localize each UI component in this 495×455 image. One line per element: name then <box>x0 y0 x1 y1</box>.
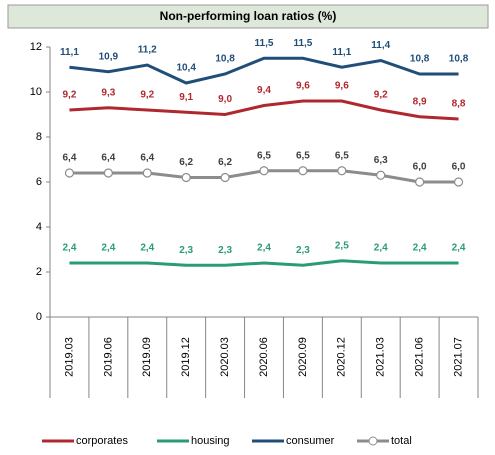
marker <box>103 168 113 178</box>
marker <box>337 166 347 176</box>
data-label: 2,3 <box>218 245 232 256</box>
data-label: 6,4 <box>140 153 154 164</box>
marker <box>142 168 152 178</box>
data-label: 9,6 <box>296 81 310 92</box>
marker <box>298 166 308 176</box>
marker <box>220 172 230 183</box>
data-label: 6,4 <box>63 153 77 164</box>
data-label: 9,2 <box>140 90 154 101</box>
data-label: 11,1 <box>332 47 351 58</box>
data-label: 11,4 <box>371 40 390 51</box>
data-label: 8,8 <box>452 99 466 110</box>
data-label: 6,0 <box>413 162 427 173</box>
data-label: 10,4 <box>176 63 196 74</box>
data-label: 9,4 <box>257 85 271 96</box>
data-label: 6,5 <box>296 150 310 161</box>
x-tick-label: 2020.06 <box>258 337 270 377</box>
chart-title: Non-performing loan ratios (%) <box>160 9 337 23</box>
x-tick-label: 2020.09 <box>297 337 309 377</box>
marker <box>376 170 386 180</box>
data-label: 6,3 <box>374 155 388 166</box>
data-label: 2,4 <box>257 243 271 254</box>
y-tick-label: 4 <box>36 221 42 233</box>
x-tick-label: 2019.09 <box>141 337 153 377</box>
data-label: 6,5 <box>257 150 271 161</box>
marker <box>64 168 75 178</box>
data-label: 2,3 <box>296 245 310 256</box>
data-label: 6,5 <box>335 150 349 161</box>
data-label: 9,3 <box>101 87 115 98</box>
legend-label: housing <box>191 435 230 447</box>
legend-label: total <box>391 435 412 447</box>
x-tick-label: 2019.12 <box>180 337 192 377</box>
marker <box>259 166 269 176</box>
x-tick-label: 2019.06 <box>102 337 114 377</box>
data-label: 6,2 <box>218 157 232 168</box>
y-tick-label: 6 <box>36 176 42 188</box>
legend-label: consumer <box>286 435 335 447</box>
y-tick-label: 0 <box>36 311 42 323</box>
data-label: 10,8 <box>215 54 235 65</box>
data-label: 2,4 <box>140 243 154 254</box>
data-label: 9,2 <box>374 90 388 101</box>
x-tick-label: 2019.03 <box>63 337 75 377</box>
legend-label: corporates <box>76 435 128 447</box>
data-label: 9,6 <box>335 81 349 92</box>
x-tick-label: 2021.06 <box>414 337 426 377</box>
data-label: 9,2 <box>63 90 77 101</box>
data-label: 2,3 <box>179 245 193 256</box>
data-label: 8,9 <box>413 96 427 107</box>
data-label: 6,2 <box>179 157 193 168</box>
series-line <box>69 259 459 267</box>
data-label: 11,5 <box>255 38 274 49</box>
data-label: 10,8 <box>449 54 469 65</box>
data-label: 9,0 <box>218 94 232 105</box>
title-box <box>7 4 489 29</box>
data-label: 6,4 <box>101 153 115 164</box>
legend-marker <box>368 436 378 446</box>
series-line <box>69 56 459 85</box>
data-label: 11,2 <box>138 45 157 56</box>
marker <box>453 177 464 187</box>
data-label: 11,1 <box>60 47 79 58</box>
x-tick-label: 2021.03 <box>375 337 387 377</box>
series-line <box>69 99 459 121</box>
y-tick-label: 2 <box>36 266 42 278</box>
data-label: 2,4 <box>63 243 77 254</box>
data-label: 11,5 <box>293 38 312 49</box>
y-tick-label: 12 <box>30 41 42 53</box>
data-label: 2,5 <box>335 240 349 251</box>
y-tick-label: 10 <box>30 86 42 98</box>
data-label: 2,4 <box>374 243 388 254</box>
data-label: 2,4 <box>452 243 466 254</box>
data-label: 2,4 <box>413 243 427 254</box>
data-label: 9,1 <box>179 92 193 103</box>
x-tick-label: 2020.12 <box>336 337 348 377</box>
y-tick-label: 8 <box>36 131 42 143</box>
data-label: 6,0 <box>452 162 466 173</box>
marker <box>415 177 425 187</box>
marker <box>181 172 191 183</box>
data-label: 2,4 <box>101 243 115 254</box>
x-tick-label: 2021.07 <box>452 337 464 377</box>
data-label: 10,8 <box>410 54 430 65</box>
data-label: 10,9 <box>99 51 119 62</box>
x-tick-label: 2020.03 <box>219 337 231 377</box>
